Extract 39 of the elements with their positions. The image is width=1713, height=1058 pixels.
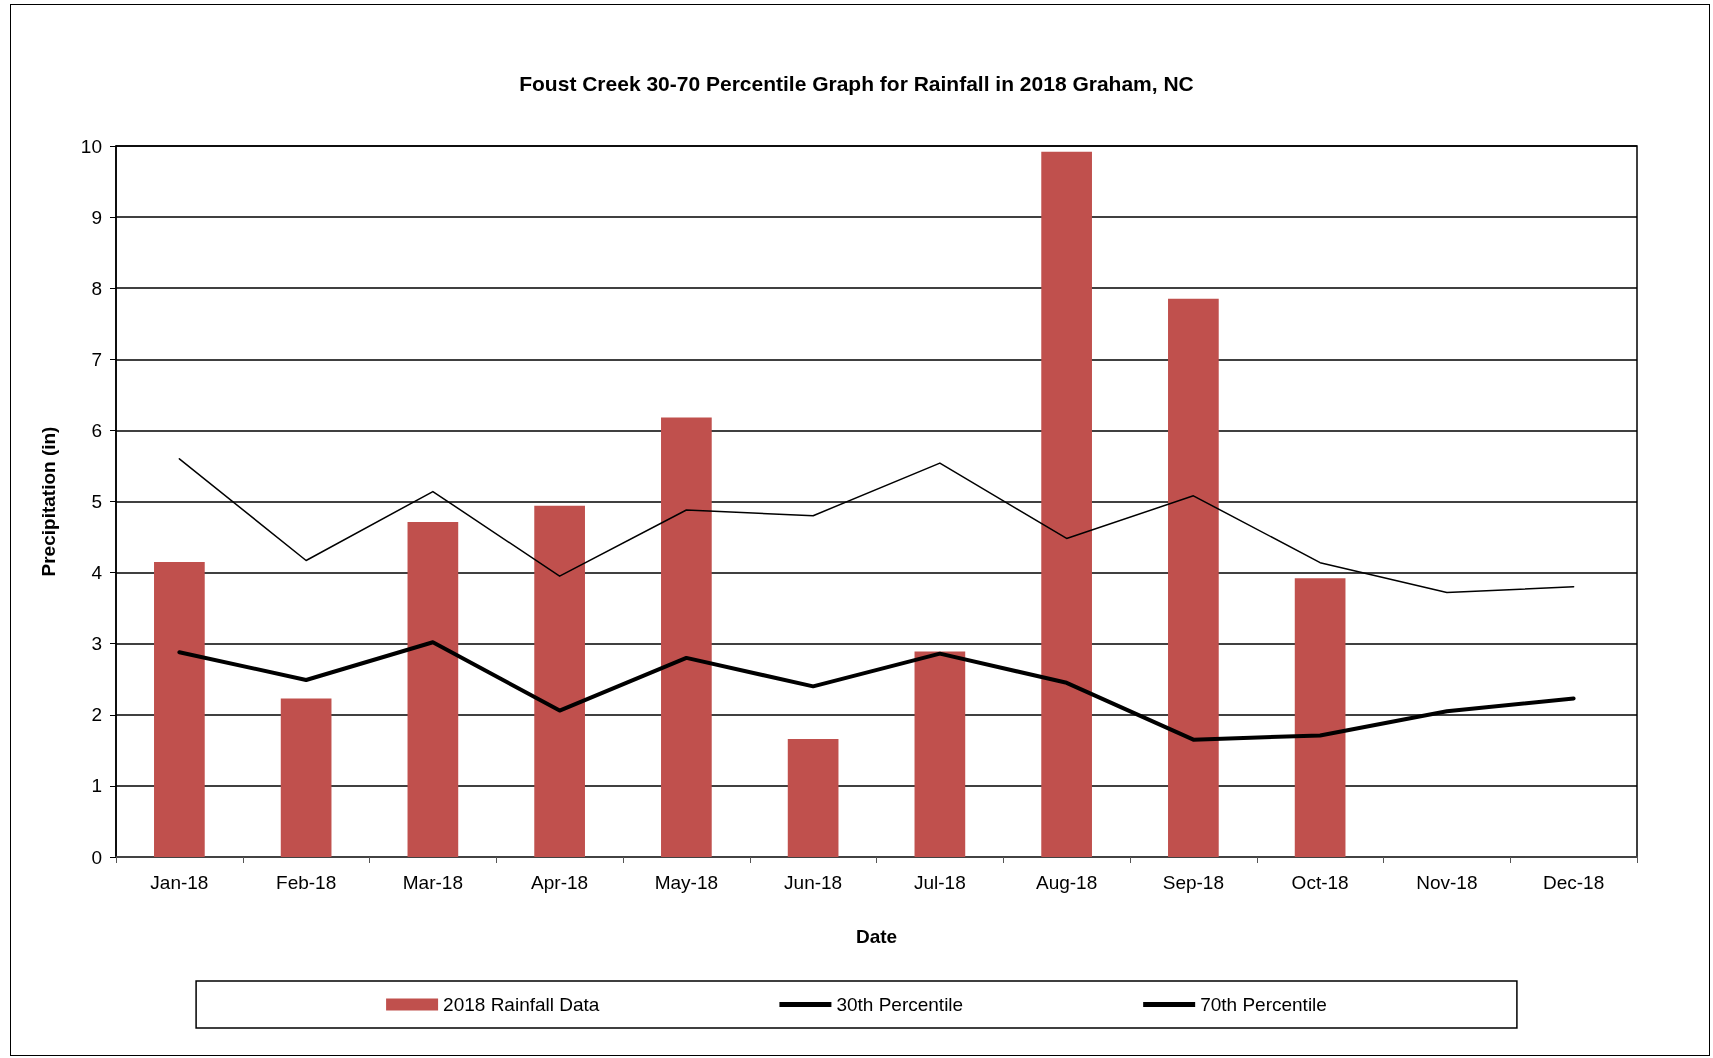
legend-label: 70th Percentile: [1200, 994, 1327, 1015]
x-tick-label: Nov-18: [1416, 872, 1478, 893]
x-tick-label: Oct-18: [1291, 872, 1349, 893]
y-tick-label: 10: [80, 135, 102, 157]
x-tick-label: Mar-18: [402, 872, 463, 893]
bar: [1168, 298, 1219, 857]
y-tick-label: 1: [91, 775, 102, 797]
x-tick-label: Jul-18: [914, 872, 966, 893]
x-tick-label: May-18: [654, 872, 719, 893]
x-tick-label: Feb-18: [276, 872, 337, 893]
bar: [1041, 151, 1092, 857]
bar: [661, 417, 712, 857]
chart-title: Foust Creek 30-70 Percentile Graph for Rainfall in 2018 Graham, NC: [519, 72, 1194, 95]
bar: [280, 698, 332, 857]
legend-label: 2018 Rainfall Data: [443, 994, 600, 1015]
y-tick-label: 0: [91, 846, 102, 868]
bar: [1294, 578, 1346, 857]
x-axis-title: Date: [855, 926, 898, 947]
bar: [154, 561, 205, 857]
legend-label: 30th Percentile: [836, 994, 964, 1015]
y-tick-label: 5: [91, 491, 102, 512]
bar: [914, 651, 966, 857]
x-tick-label: Dec-18: [1543, 872, 1605, 893]
bar: [407, 522, 459, 857]
y-axis-title: Precipitation (in): [38, 426, 59, 577]
x-tick-label: Sep-18: [1162, 872, 1225, 893]
y-tick-label: 8: [91, 277, 102, 299]
x-tick-label: Jun-18: [784, 872, 843, 893]
x-tick-label: Aug-18: [1035, 872, 1098, 893]
y-tick-label: 4: [91, 562, 103, 584]
x-tick-label: Jan-18: [150, 872, 209, 893]
y-tick-label: 6: [91, 419, 102, 441]
y-tick-label: 2: [91, 704, 102, 726]
bar: [534, 505, 585, 857]
y-tick-label: 9: [91, 206, 102, 228]
y-tick-label: 7: [91, 348, 102, 370]
x-tick-label: Apr-18: [531, 872, 589, 893]
y-tick-label: 3: [91, 633, 102, 655]
bar: [787, 738, 839, 857]
